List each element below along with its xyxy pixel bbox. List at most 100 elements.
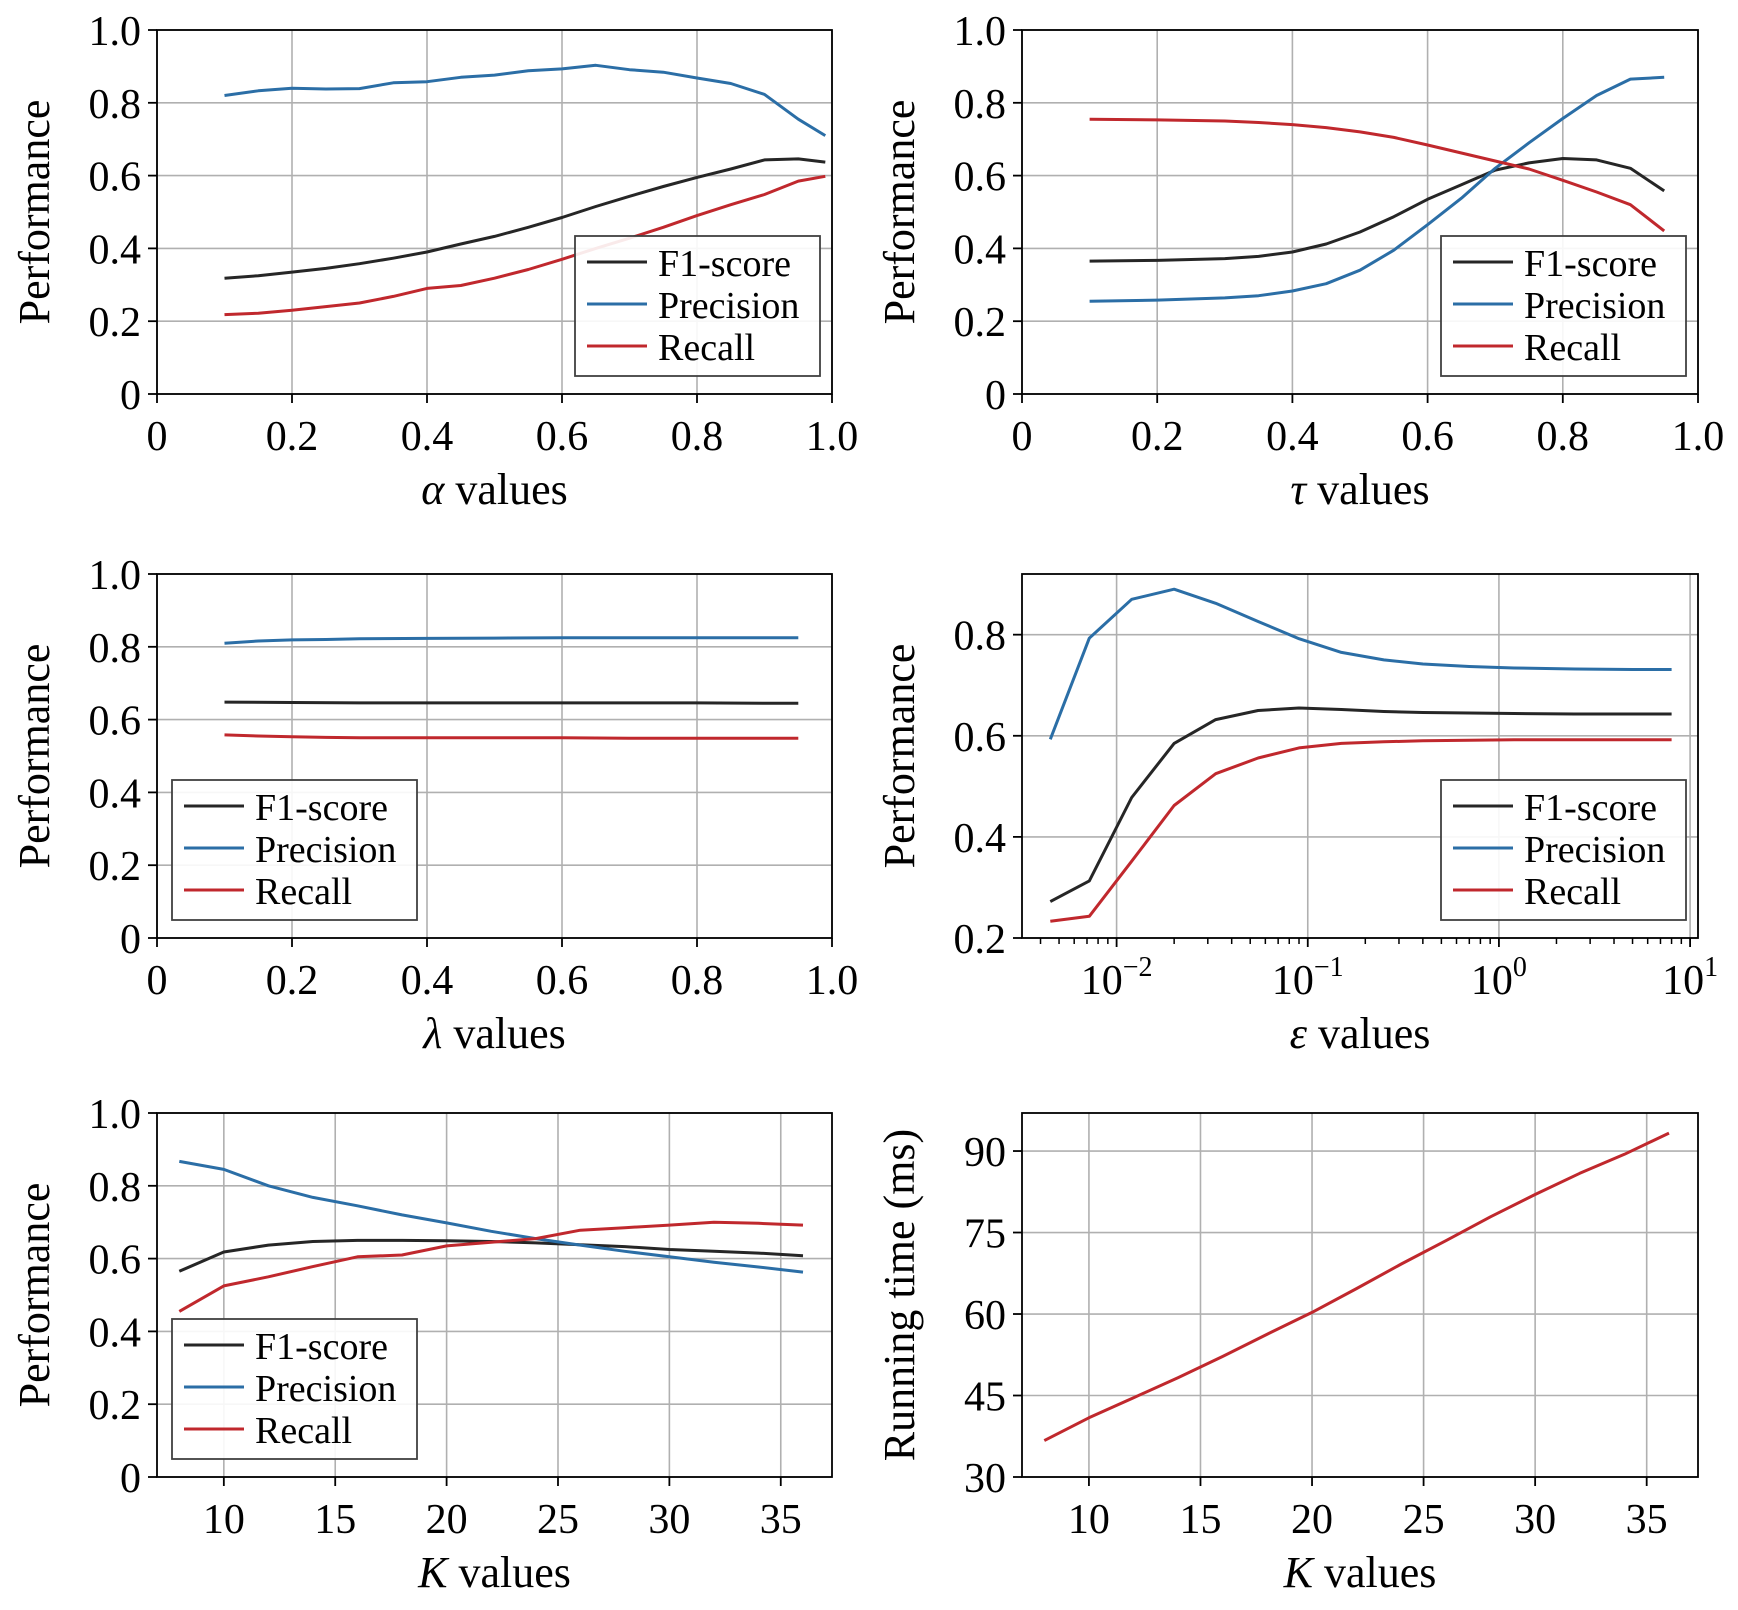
- x-axis-label: ε values: [1290, 1009, 1431, 1058]
- x-tick-label: 1.0: [1672, 414, 1725, 460]
- series-line-recall: [178, 1220, 804, 1313]
- legend-label-recall: Recall: [1524, 871, 1621, 913]
- legend-label-f1-score: F1-score: [658, 243, 791, 285]
- x-tick-label: 10: [203, 1497, 245, 1543]
- series-line-f1-score: [1049, 706, 1672, 903]
- y-tick-label: 75: [964, 1212, 1006, 1258]
- y-tick-label: 1.0: [89, 1092, 142, 1138]
- y-tick-label: 0: [120, 917, 141, 963]
- x-tick-label-exponent: 1: [1704, 952, 1718, 983]
- y-tick-label: 0: [120, 373, 141, 419]
- x-tick-label: 30: [648, 1497, 690, 1543]
- legend-label-precision: Precision: [1524, 829, 1665, 871]
- x-axis-label-text: values: [1307, 1009, 1430, 1058]
- x-tick-label-exponent: −2: [1123, 952, 1153, 983]
- y-tick-label: 0.8: [954, 614, 1007, 660]
- y-tick-label: 60: [964, 1293, 1006, 1339]
- x-tick-label: 0: [1012, 414, 1033, 460]
- legend-label-precision: Precision: [255, 829, 396, 871]
- y-tick-label: 0.6: [954, 155, 1007, 201]
- y-tick-label: 1.0: [89, 553, 142, 599]
- chart-panel-3: 0 0.2 0.4 0.6 0.8 1.0 0 0.2 0.4 0.6 0.8 1.0 λ values…: [10, 553, 858, 1058]
- legend-label-recall: Recall: [255, 1410, 352, 1452]
- legend-label-precision: Precision: [1524, 285, 1665, 327]
- y-tick-label: 1.0: [954, 9, 1007, 55]
- legend-frame: [171, 779, 418, 921]
- x-tick-label: 0.6: [1401, 414, 1454, 460]
- y-tick-label: 0.2: [954, 300, 1007, 346]
- series-line-f1-score: [1089, 157, 1666, 263]
- x-axis-label-symbol: λ: [421, 1009, 442, 1058]
- legend-label-precision: Precision: [255, 1368, 396, 1410]
- x-tick-label: 35: [760, 1497, 802, 1543]
- x-axis-label-text: values: [447, 1548, 570, 1597]
- x-tick-label: 0.8: [671, 414, 724, 460]
- x-tick-label: 0.2: [266, 414, 319, 460]
- y-tick-label: 0.2: [89, 844, 142, 890]
- x-axis-label-symbol: α: [421, 465, 445, 514]
- x-tick-label: 100: [1471, 952, 1527, 1004]
- series-line-f1-score: [178, 1238, 804, 1273]
- y-tick-label: 0.6: [89, 1238, 142, 1284]
- series-line-recall: [1050, 738, 1672, 923]
- chart-panel-5: 10 15 20 25 30 35 0 0.2 0.4 0.6 0.8 1.0 K values Perf…: [10, 1092, 833, 1597]
- x-tick-label: 101: [1662, 952, 1718, 1004]
- x-axis-label-symbol: ε: [1290, 1009, 1308, 1058]
- y-tick-label: 0.8: [89, 1165, 142, 1211]
- y-tick-label: 0.4: [89, 227, 142, 273]
- y-axis-label: Running time (ms): [875, 1129, 924, 1461]
- x-tick-label: 0.2: [1131, 414, 1184, 460]
- y-tick-label: 0.8: [89, 82, 142, 128]
- x-tick-label: 0.6: [536, 414, 589, 460]
- legend-frame: [1440, 779, 1687, 921]
- series-line-running-time: [1043, 1131, 1670, 1442]
- series-line-recall: [1089, 117, 1666, 233]
- y-tick-label: 0.8: [954, 82, 1007, 128]
- chart-panel-6: 10 15 20 25 30 35 30 45 60 75 90 K values Running ti…: [875, 1112, 1699, 1597]
- legend-label-f1-score: F1-score: [255, 787, 388, 829]
- axes-frame: [1021, 573, 1699, 939]
- y-tick-label: 0.4: [954, 816, 1007, 862]
- y-axis-label: Performance: [875, 100, 924, 325]
- y-tick-label: 0.2: [954, 917, 1007, 963]
- y-tick-label: 0.6: [954, 715, 1007, 761]
- y-axis-label: Performance: [10, 100, 59, 325]
- axes-frame: [1021, 29, 1699, 395]
- x-axis-label: K values: [417, 1548, 571, 1597]
- x-tick-label: 0.4: [401, 414, 454, 460]
- series-line-precision: [179, 1159, 804, 1274]
- y-tick-label: 0: [120, 1456, 141, 1502]
- y-tick-label: 30: [964, 1456, 1006, 1502]
- y-tick-label: 0.8: [89, 626, 142, 672]
- x-tick-label: 20: [1291, 1497, 1333, 1543]
- x-tick-label: 0.6: [536, 958, 589, 1004]
- x-tick-label: 0.4: [401, 958, 454, 1004]
- x-tick-label-exponent: 0: [1513, 952, 1527, 983]
- x-axis-label-symbol: K: [417, 1548, 450, 1597]
- legend-label-recall: Recall: [658, 327, 755, 369]
- series-line-recall: [224, 174, 826, 317]
- legend-label-precision: Precision: [658, 285, 799, 327]
- x-axis-label-text: values: [1306, 465, 1429, 514]
- y-tick-label: 0.6: [89, 155, 142, 201]
- series-line-f1-score: [224, 157, 826, 280]
- x-tick-label: 15: [1179, 1497, 1221, 1543]
- legend-label-f1-score: F1-score: [1524, 787, 1657, 829]
- x-tick-label: 30: [1514, 1497, 1556, 1543]
- series-line-recall: [224, 733, 799, 740]
- y-tick-label: 0.2: [89, 300, 142, 346]
- y-tick-label: 0: [985, 373, 1006, 419]
- chart-panel-2: 0 0.2 0.4 0.6 0.8 1.0 0 0.2 0.4 0.6 0.8 1.0 τ values…: [875, 9, 1724, 514]
- x-axis-label: α values: [421, 465, 568, 514]
- x-tick-label: 1.0: [806, 958, 859, 1004]
- x-tick-label: 1.0: [806, 414, 859, 460]
- legend-frame: [1440, 235, 1687, 377]
- series-line-precision: [1048, 587, 1672, 740]
- x-tick-label: 0.8: [1537, 414, 1590, 460]
